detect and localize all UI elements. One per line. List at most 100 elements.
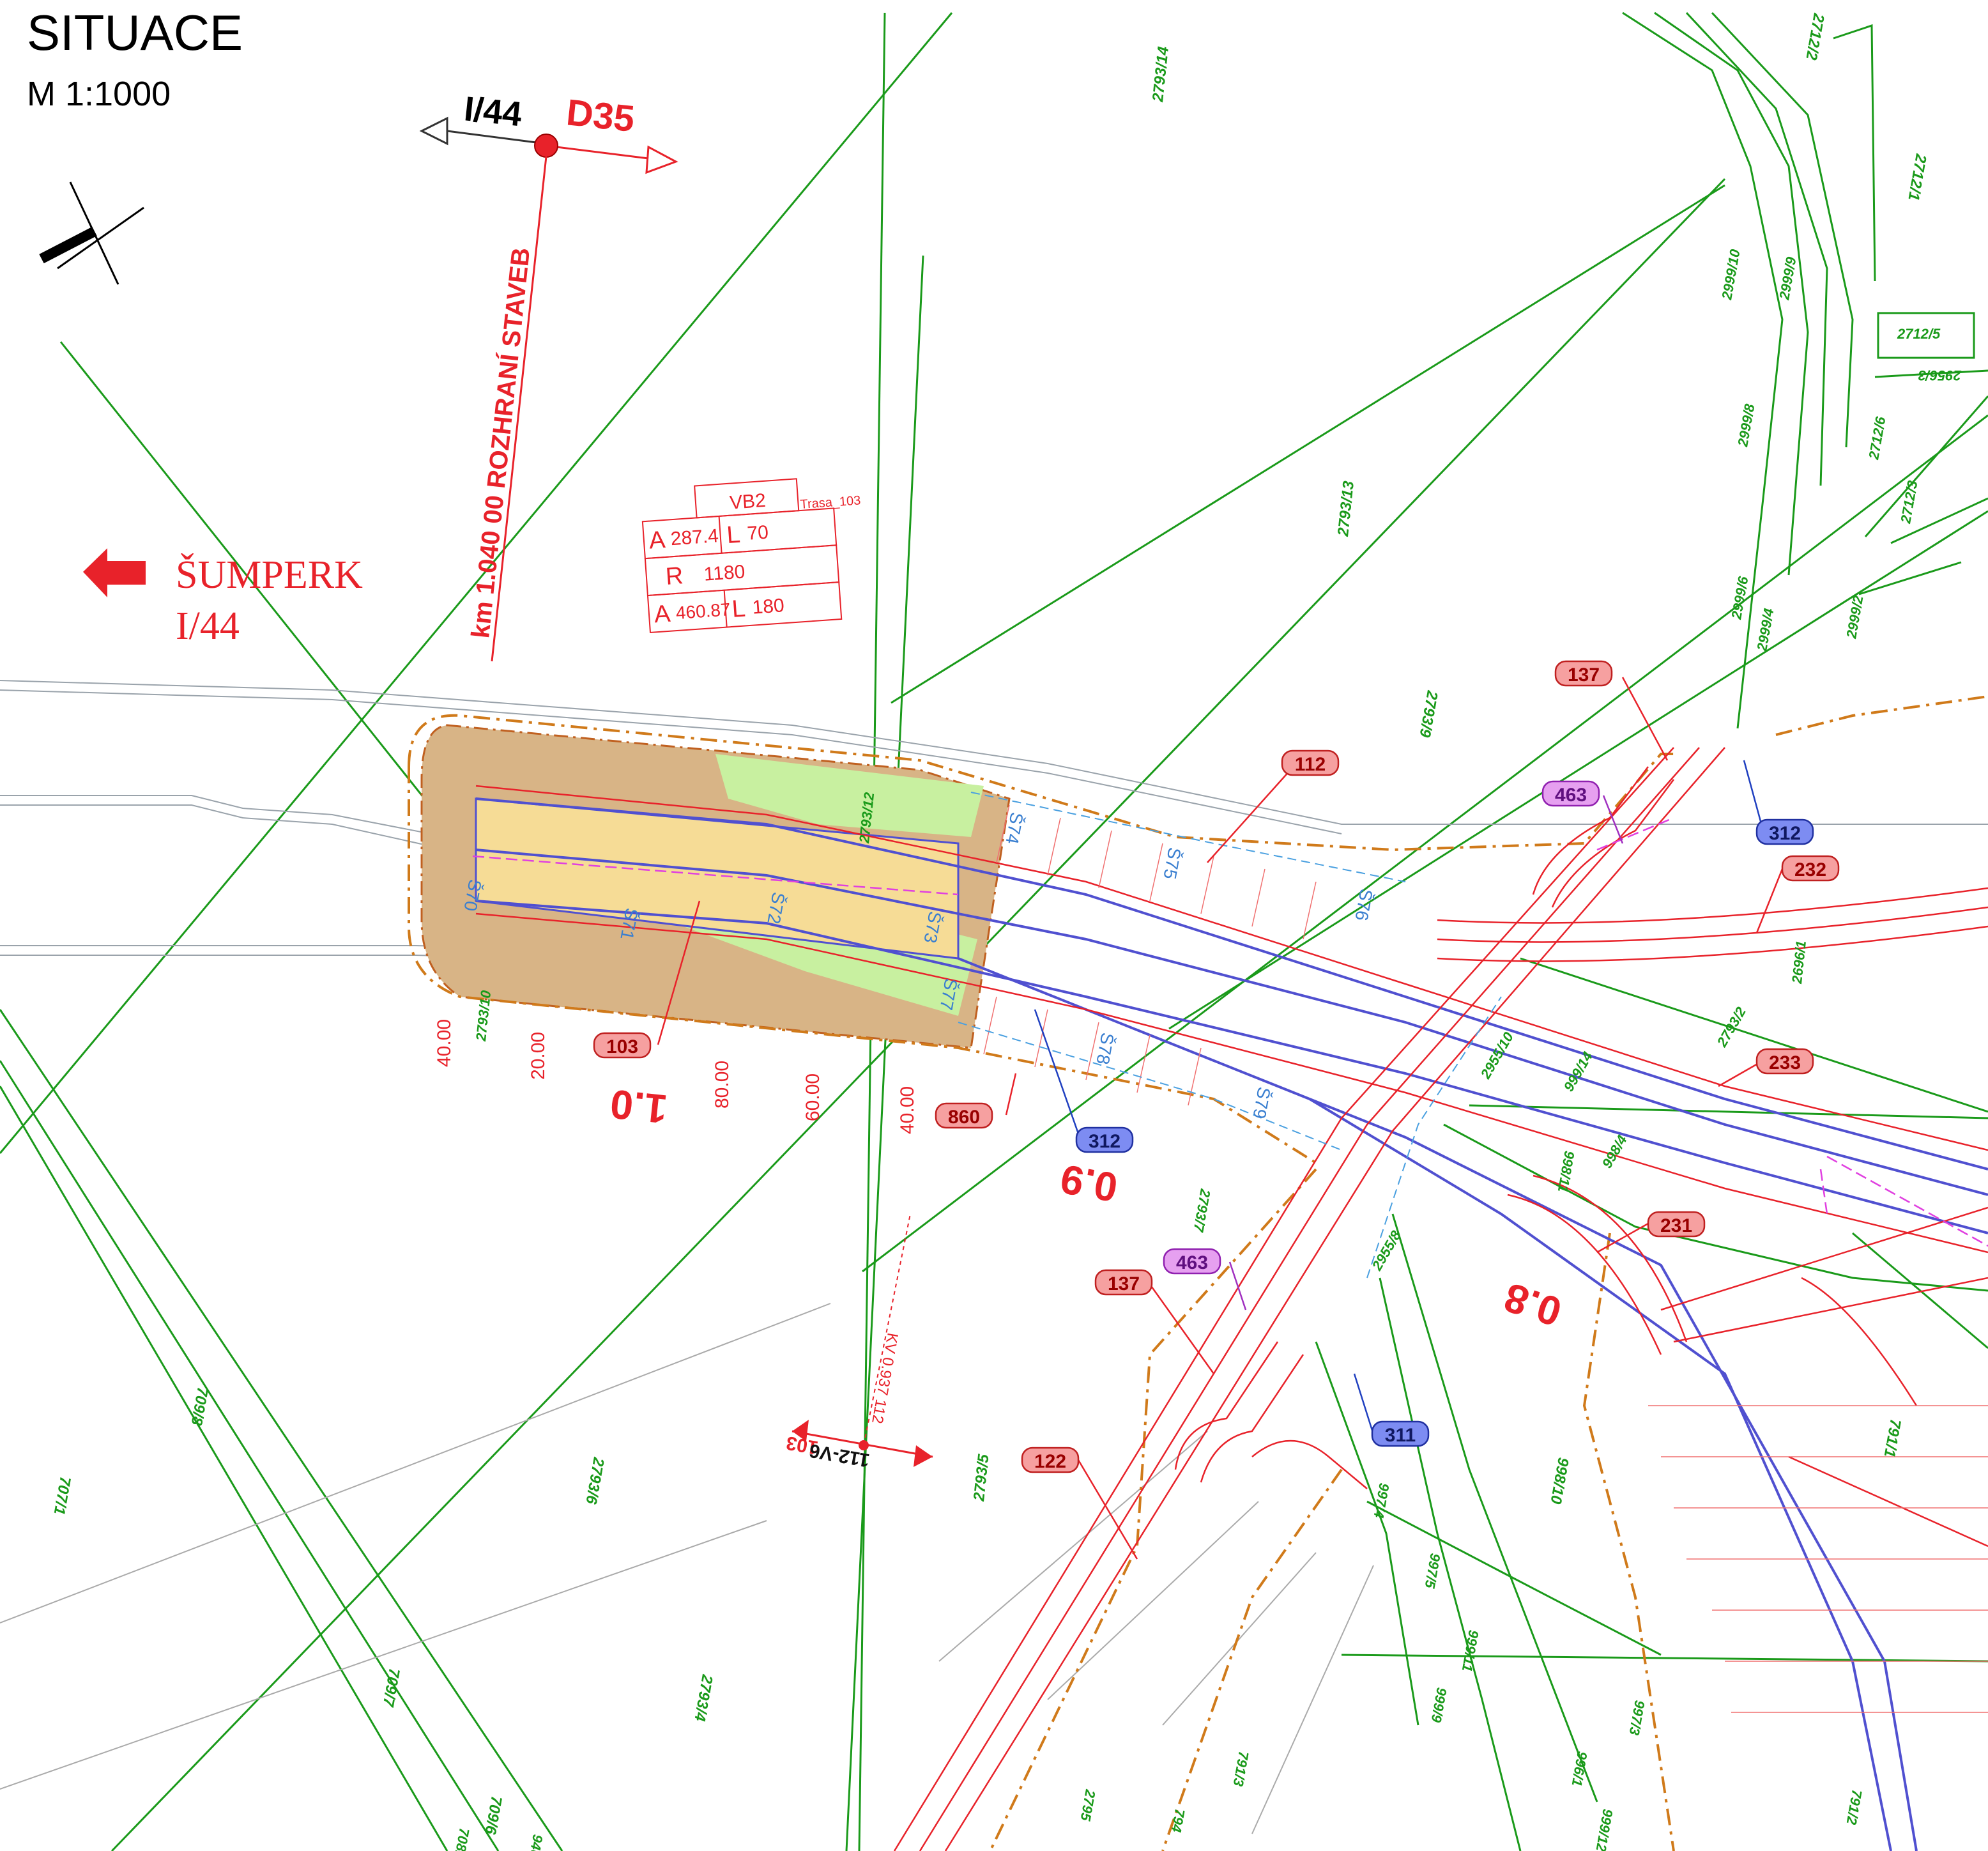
tag: 312 (1755, 818, 1814, 845)
tag-text: 232 (1794, 859, 1826, 880)
tag-text: 231 (1660, 1215, 1692, 1236)
parcel-label: 2712/3 (1897, 479, 1920, 525)
tag: 233 (1755, 1048, 1814, 1075)
map-title: SITUACE (27, 4, 243, 61)
parcel-label: 998/11 (1555, 1149, 1578, 1194)
tag: 137 (1554, 660, 1613, 687)
parcel-label: 999/11 (1459, 1629, 1482, 1673)
arrow-left-icon (83, 548, 146, 597)
tag: 112 (1281, 749, 1340, 776)
tag: 860 (935, 1102, 993, 1129)
tag-text: 137 (1568, 664, 1600, 686)
curve-row3-k1: A (654, 601, 672, 629)
destination-road: I/44 (176, 604, 240, 648)
tag-text: 463 (1555, 785, 1587, 806)
destination-city: ŠUMPERK (176, 553, 363, 597)
parcel-label: 2793/9 (1416, 689, 1441, 739)
parcel-label: 709/7 (379, 1667, 402, 1709)
tag-text: 233 (1769, 1052, 1801, 1073)
tag-text: 312 (1769, 823, 1801, 844)
parcel-label: 997/3 (1626, 1699, 1648, 1737)
tag: 312 (1075, 1126, 1134, 1153)
parcel-label: 997/5 (1421, 1552, 1443, 1590)
tag-text: 463 (1176, 1252, 1208, 1273)
station-label: Š76 (1351, 887, 1376, 922)
curve-row1-k2: L (726, 521, 741, 549)
slope-hatching (983, 804, 1988, 1713)
profile-station-label: KV 0.937 112 (868, 1332, 901, 1425)
curve-row1-k1: A (648, 526, 667, 555)
parcel-label: 791/1 (1881, 1418, 1904, 1459)
section-label: 1.0 (608, 1081, 669, 1133)
tag: 463 (1163, 1248, 1221, 1275)
parcel-label: 2793/7 (1190, 1187, 1214, 1234)
curve-table-route: Trasa_103 (800, 493, 861, 512)
tag: 122 (1021, 1447, 1080, 1473)
station-label: Š78 (1092, 1031, 1117, 1066)
station-label: Š79 (1249, 1086, 1274, 1120)
magenta-lines (472, 817, 1988, 1247)
parcel-label: 794 (1168, 1808, 1188, 1834)
parcel-label: 2956/3 (1918, 367, 1962, 383)
tag-text: 103 (606, 1036, 638, 1057)
design-lines (475, 747, 1988, 1851)
parcel-label: 999/14 (1561, 1049, 1596, 1094)
dimension-label: 60.00 (802, 1073, 823, 1121)
construction-boundary (408, 695, 1988, 1851)
curve-row2-v1: 1180 (703, 561, 746, 585)
parcel-label: 2999/8 (1734, 403, 1758, 449)
parcel-label: 2999/9 (1776, 256, 1800, 302)
parcel-label: 2712/6 (1865, 415, 1889, 461)
parcel-label: 2955/8 (1368, 1227, 1404, 1273)
parcel-label: 2712/2 (1802, 12, 1828, 62)
direction-arrow (419, 116, 678, 662)
parcel-label: 2999/10 (1718, 247, 1743, 301)
direction-left-label: I/44 (463, 89, 524, 134)
parcel-label: 2793/4 (691, 1673, 716, 1723)
reference-lines (0, 1303, 1374, 1834)
curve-row3-v1: 460.87 (675, 599, 731, 623)
curve-row3-v2: 180 (752, 595, 785, 618)
parcel-label: 791/3 (1230, 1750, 1252, 1788)
map-scale: M 1:1000 (27, 75, 171, 113)
parcel-label: 2712/5 (1897, 326, 1941, 342)
curve-row1-v1: 287.4 (670, 525, 719, 549)
tag-text: 860 (948, 1107, 980, 1128)
parcel-label: 2793/6 (582, 1455, 608, 1506)
curve-table (641, 478, 843, 633)
curve-row3-k2: L (731, 595, 746, 622)
parcel-label: 2793/2 (1713, 1004, 1749, 1050)
tag-text: 112 (1295, 754, 1326, 775)
parcel-boundaries (0, 12, 1988, 1851)
parcel-label: 2793/14 (1149, 46, 1172, 104)
parcel-label: 2793/5 (970, 1453, 993, 1502)
station-label: Š75 (1159, 846, 1184, 880)
tag: 137 (1094, 1269, 1153, 1296)
tag-text: 312 (1089, 1131, 1120, 1152)
curve-row2-k1: R (665, 562, 684, 590)
section-label: 0.8 (1499, 1274, 1567, 1335)
parcel-label: 707/1 (50, 1475, 74, 1516)
tag: 103 (593, 1032, 652, 1059)
parcel-label: 2793/13 (1334, 480, 1357, 538)
parcel-label: 2696/1 (1789, 940, 1809, 985)
direction-right-label: D35 (565, 91, 637, 140)
tag: 463 (1541, 780, 1600, 807)
profile-marker (791, 1213, 933, 1467)
curve-table-header: VB2 (729, 490, 767, 514)
north-arrow-icon (39, 181, 144, 285)
dimension-label: 20.00 (528, 1032, 549, 1080)
section-label: 0.9 (1057, 1156, 1121, 1211)
parcel-label: 709/6 (482, 1795, 505, 1836)
parcel-label: 708/8 (450, 1827, 472, 1851)
tag-leaders (657, 677, 1784, 1560)
parcel-label: 709/8 (188, 1386, 211, 1427)
parcel-label: 791/2 (1843, 1788, 1865, 1826)
parcel-label: 946/2 (524, 1833, 546, 1851)
tag-text: 137 (1108, 1273, 1140, 1294)
parcel-label: 998/10 (1547, 1456, 1571, 1506)
tag: 311 (1371, 1420, 1430, 1447)
parcel-label: 999/12 (1593, 1808, 1616, 1851)
tag: 232 (1781, 855, 1840, 882)
